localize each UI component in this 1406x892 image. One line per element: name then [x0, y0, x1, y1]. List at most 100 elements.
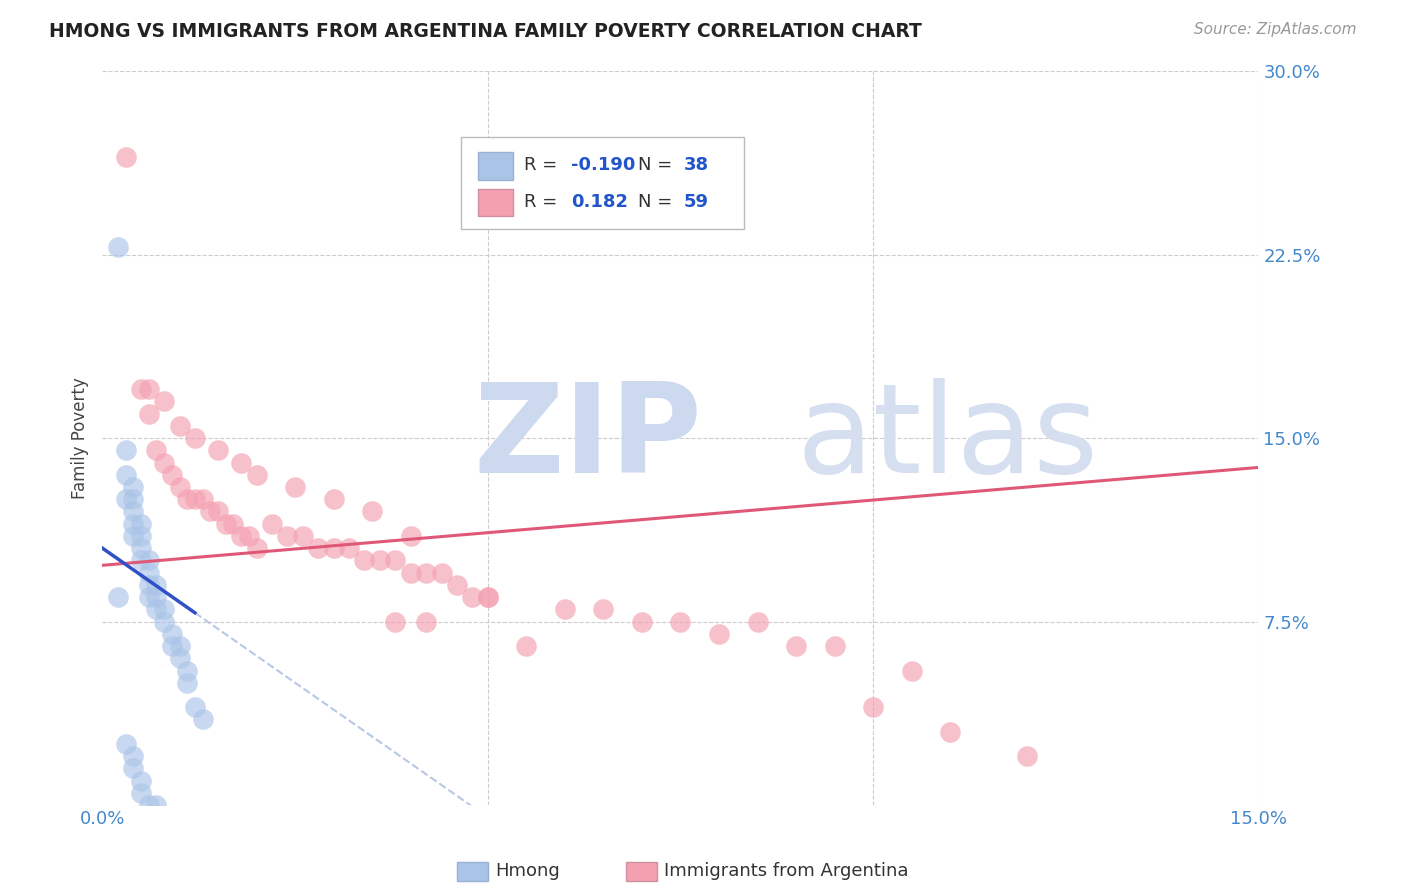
Text: HMONG VS IMMIGRANTS FROM ARGENTINA FAMILY POVERTY CORRELATION CHART: HMONG VS IMMIGRANTS FROM ARGENTINA FAMIL…	[49, 22, 922, 41]
Point	[138, 553, 160, 567]
Point	[169, 639, 191, 653]
Point	[145, 602, 167, 616]
Point	[122, 492, 145, 507]
Point	[747, 615, 769, 629]
Point	[138, 382, 160, 396]
Point	[145, 798, 167, 813]
Point	[276, 529, 298, 543]
Point	[245, 541, 267, 556]
Point	[122, 480, 145, 494]
Point	[200, 504, 222, 518]
Point	[207, 504, 229, 518]
Point	[122, 516, 145, 531]
Point	[129, 553, 152, 567]
Point	[122, 749, 145, 764]
Point	[1017, 749, 1039, 764]
Point	[176, 492, 198, 507]
Point	[215, 516, 238, 531]
Point	[337, 541, 360, 556]
Point	[129, 786, 152, 800]
Point	[114, 443, 136, 458]
Point	[862, 700, 884, 714]
Point	[461, 590, 484, 604]
Text: R =: R =	[524, 156, 564, 174]
Point	[384, 553, 406, 567]
Point	[515, 639, 537, 653]
Point	[184, 700, 207, 714]
FancyBboxPatch shape	[478, 188, 513, 217]
Point	[138, 798, 160, 813]
Point	[222, 516, 245, 531]
Point	[707, 627, 730, 641]
Point	[160, 639, 183, 653]
Point	[169, 418, 191, 433]
Point	[169, 651, 191, 665]
Point	[138, 407, 160, 421]
Point	[169, 480, 191, 494]
Point	[122, 761, 145, 775]
Point	[322, 492, 344, 507]
Text: 0.182: 0.182	[571, 193, 627, 211]
Point	[176, 664, 198, 678]
Point	[900, 664, 922, 678]
Point	[114, 150, 136, 164]
Text: N =: N =	[638, 193, 678, 211]
Point	[153, 615, 176, 629]
Point	[399, 566, 422, 580]
Point	[153, 602, 176, 616]
Point	[477, 590, 499, 604]
Point	[477, 590, 499, 604]
Point	[160, 627, 183, 641]
Text: 38: 38	[683, 156, 709, 174]
Point	[238, 529, 260, 543]
Text: ZIP: ZIP	[474, 377, 703, 499]
Point	[114, 492, 136, 507]
Point	[592, 602, 614, 616]
Point	[231, 456, 253, 470]
Point	[138, 590, 160, 604]
Point	[669, 615, 692, 629]
Text: 59: 59	[683, 193, 709, 211]
Point	[129, 382, 152, 396]
Point	[245, 467, 267, 482]
Text: -0.190: -0.190	[571, 156, 636, 174]
Point	[824, 639, 846, 653]
Point	[138, 566, 160, 580]
Point	[231, 529, 253, 543]
FancyBboxPatch shape	[461, 137, 744, 229]
Point	[160, 467, 183, 482]
Point	[129, 529, 152, 543]
Point	[446, 578, 468, 592]
Point	[114, 737, 136, 751]
Point	[145, 590, 167, 604]
Point	[176, 675, 198, 690]
Text: atlas: atlas	[796, 377, 1098, 499]
Point	[129, 773, 152, 788]
Y-axis label: Family Poverty: Family Poverty	[72, 377, 89, 499]
Point	[361, 504, 384, 518]
Point	[415, 566, 437, 580]
Point	[368, 553, 391, 567]
Point	[284, 480, 307, 494]
Text: Immigrants from Argentina: Immigrants from Argentina	[664, 863, 908, 880]
Point	[138, 578, 160, 592]
Point	[107, 590, 129, 604]
Text: Hmong: Hmong	[495, 863, 560, 880]
Point	[399, 529, 422, 543]
Text: Source: ZipAtlas.com: Source: ZipAtlas.com	[1194, 22, 1357, 37]
Point	[384, 615, 406, 629]
Point	[939, 724, 962, 739]
Point	[191, 492, 214, 507]
FancyBboxPatch shape	[478, 152, 513, 179]
Point	[291, 529, 314, 543]
Point	[415, 615, 437, 629]
Point	[430, 566, 453, 580]
Point	[184, 431, 207, 445]
Point	[145, 578, 167, 592]
Point	[184, 492, 207, 507]
Point	[554, 602, 576, 616]
Point	[260, 516, 283, 531]
Point	[322, 541, 344, 556]
Text: N =: N =	[638, 156, 678, 174]
Point	[307, 541, 329, 556]
